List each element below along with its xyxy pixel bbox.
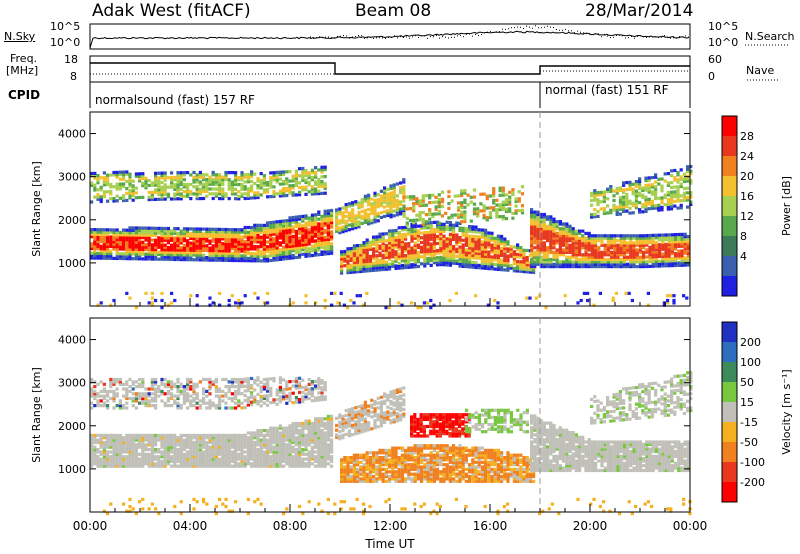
velocity-colorbar-tick: 15	[740, 396, 754, 409]
x-axis-label: Time UT	[364, 537, 415, 551]
beam-title: Beam 08	[355, 1, 432, 21]
date-title: 28/Mar/2014	[585, 1, 694, 21]
velocity-colorbar-swatch	[722, 402, 737, 423]
velocity-colorbar-swatch	[722, 442, 737, 463]
velocity-band-red-patch	[410, 413, 471, 438]
power-colorbar-swatch	[722, 116, 737, 137]
velocity-colorbar-tick: 50	[740, 376, 754, 389]
power-colorbar-tick: 4	[740, 250, 747, 263]
velocity-band-low	[90, 414, 334, 468]
power-band-mid	[335, 178, 406, 235]
n-sky-series-line	[89, 30, 690, 49]
power-colorbar-tick: 8	[740, 230, 747, 243]
velocity-ylabel: Slant Range [km]	[30, 367, 43, 463]
power-colorbar-tick: 12	[740, 210, 754, 223]
power-colorbar-swatch	[722, 136, 737, 157]
power-band-evening-high	[590, 164, 693, 219]
sky-right-tick-top: 10^5	[708, 20, 739, 33]
sky-panel-frame	[89, 23, 691, 50]
power-band-low	[90, 208, 334, 263]
velocity-ytick-label: 3000	[58, 377, 86, 390]
cpid-segment-2: normal (fast) 151 RF	[545, 83, 669, 97]
xtick-label: 00:00	[73, 519, 108, 533]
velocity-colorbar-tick: -200	[740, 476, 765, 489]
power-near-range-noise	[96, 291, 689, 310]
velocity-colorbar-swatch	[722, 482, 737, 503]
power-band-high	[90, 165, 327, 204]
cpid-label: CPID	[8, 88, 41, 102]
power-colorbar-swatch	[722, 236, 737, 257]
power-colorbar-swatch	[722, 216, 737, 237]
power-colorbar-tick: 28	[740, 130, 754, 143]
xtick-label: 00:00	[673, 519, 708, 533]
freq-series-line	[90, 62, 690, 75]
nave-tick-top: 60	[708, 53, 722, 66]
velocity-ytick-label: 2000	[58, 420, 86, 433]
cpid-segment-1: normalsound (fast) 157 RF	[95, 93, 255, 107]
freq-tick-top: 18	[64, 53, 78, 66]
nave-label: Nave	[746, 64, 775, 77]
power-colorbar-tick: 24	[740, 150, 754, 163]
velocity-band-afternoon	[340, 444, 536, 483]
sky-left-tick-bottom: 10^0	[50, 36, 81, 49]
power-colorbar-frame	[721, 115, 738, 297]
n-sky-label: N.Sky	[4, 30, 36, 43]
station-title: Adak West (fitACF)	[92, 1, 251, 21]
nave-tick-bottom: 0	[708, 70, 715, 83]
xtick-label: 04:00	[173, 519, 208, 533]
velocity-colorbar-tick: -15	[740, 416, 758, 429]
xtick-label: 16:00	[473, 519, 508, 533]
xtick-label: 08:00	[273, 519, 308, 533]
power-ytick-label: 4000	[58, 128, 86, 141]
velocity-colorbar-swatch	[722, 382, 737, 403]
velocity-ytick-label: 4000	[58, 334, 86, 347]
power-band-upper-afternoon	[402, 185, 525, 228]
power-ytick-label: 3000	[58, 171, 86, 184]
freq-panel-frame	[89, 55, 691, 83]
velocity-colorbar-swatch	[722, 342, 737, 363]
power-colorbar-tick: 20	[740, 170, 754, 183]
power-colorbar-swatch	[722, 176, 737, 197]
power-colorbar-swatch	[722, 196, 737, 217]
freq-label: Freq.	[10, 52, 38, 65]
velocity-band-evening	[530, 414, 690, 473]
velocity-ytick-label: 1000	[58, 463, 86, 476]
velocity-colorbar-frame	[721, 321, 738, 503]
velocity-colorbar-swatch	[722, 322, 737, 343]
velocity-colorbar-tick: -100	[740, 456, 765, 469]
n-search-label: N.Search	[745, 30, 795, 43]
freq-tick-bottom: 8	[70, 70, 77, 83]
freq-unit-label: [MHz]	[6, 64, 39, 77]
velocity-colorbar-swatch	[722, 422, 737, 443]
n-search-series-dots	[310, 25, 689, 39]
power-ytick-label: 1000	[58, 257, 86, 270]
velocity-colorbar-swatch	[722, 462, 737, 483]
velocity-near-range-noise	[102, 497, 692, 516]
xtick-label: 12:00	[373, 519, 408, 533]
power-colorbar-swatch	[722, 256, 737, 277]
power-band-afternoon	[340, 220, 536, 275]
power-band-evening	[530, 208, 690, 269]
velocity-band-high	[90, 376, 327, 410]
velocity-colorbar-tick: 100	[740, 356, 761, 369]
nave-series-line	[90, 70, 690, 75]
velocity-band-green-patch	[465, 408, 529, 434]
power-colorbar-swatch	[722, 156, 737, 177]
power-colorbar-label: Power [dB]	[780, 176, 793, 236]
velocity-colorbar-tick: -50	[740, 436, 758, 449]
power-ylabel: Slant Range [km]	[30, 161, 43, 257]
xtick-label: 20:00	[573, 519, 608, 533]
sky-left-tick-top: 10^5	[50, 20, 81, 33]
velocity-colorbar-swatch	[722, 362, 737, 383]
power-colorbar-swatch	[722, 276, 737, 297]
sky-right-tick-bottom: 10^0	[708, 36, 739, 49]
power-ytick-label: 2000	[58, 214, 86, 227]
velocity-colorbar-tick: 200	[740, 336, 761, 349]
velocity-band-evening-high	[590, 370, 693, 425]
velocity-colorbar-label: Velocity [m s⁻¹]	[780, 369, 793, 454]
power-colorbar-tick: 16	[740, 190, 754, 203]
velocity-band-mid	[335, 386, 406, 441]
